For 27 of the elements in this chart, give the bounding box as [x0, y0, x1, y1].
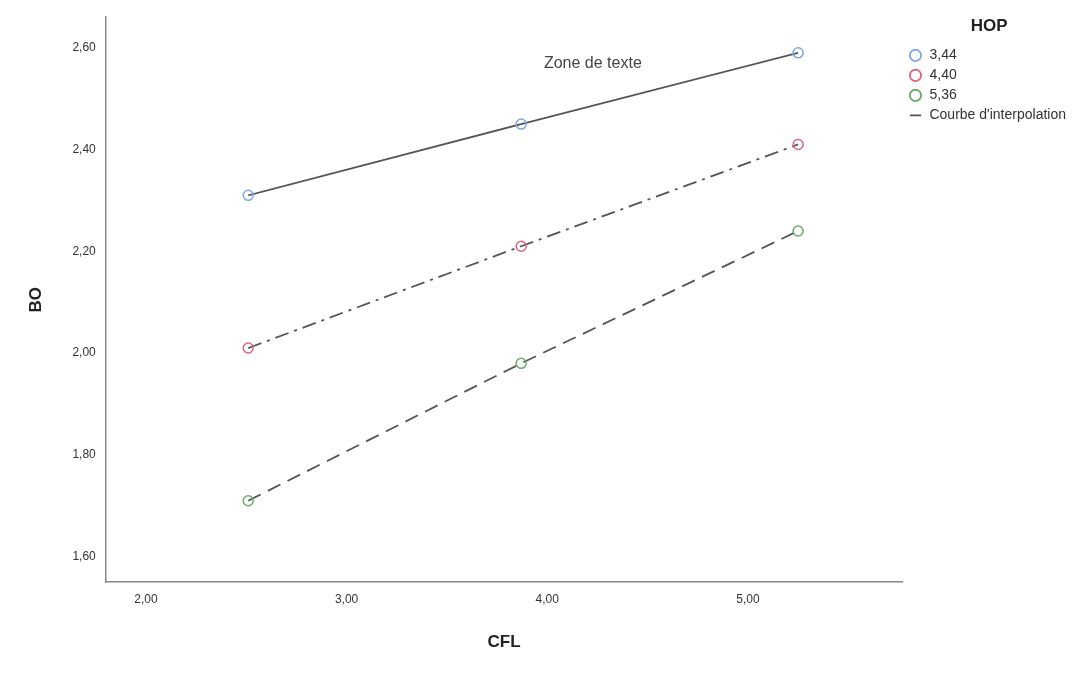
- legend-title: HOP: [970, 16, 1008, 36]
- point: [792, 47, 804, 59]
- y-tick-label: 2,40: [72, 141, 97, 156]
- point: [515, 357, 527, 370]
- legend-label: 5,36: [929, 86, 957, 103]
- legend-label: 4,40: [929, 66, 957, 83]
- y-tick-label: 2,60: [72, 40, 97, 55]
- point: [242, 189, 254, 202]
- x-tick-label: 3,00: [334, 591, 359, 606]
- legend-label: 3,44: [929, 46, 957, 63]
- annotation: Zone de texte: [543, 53, 642, 71]
- point: [242, 342, 254, 354]
- y-axis-title: BO: [25, 286, 45, 313]
- point: [515, 240, 527, 252]
- y-tick-label: 1,60: [72, 549, 97, 564]
- point: [792, 225, 804, 237]
- point: [515, 118, 527, 130]
- y-tick-label: 2,00: [72, 345, 97, 360]
- legend-label: Courbe d'interpolation: [929, 106, 1067, 123]
- x-tick-label: 2,00: [134, 591, 158, 606]
- x-tick-label: 4,00: [535, 591, 560, 606]
- x-axis-title: CFL: [487, 632, 521, 652]
- y-tick-label: 1,80: [72, 447, 97, 462]
- point: [242, 495, 254, 507]
- x-tick-label: 5,00: [736, 591, 760, 606]
- y-tick-label: 2,20: [72, 243, 97, 258]
- point: [792, 138, 804, 151]
